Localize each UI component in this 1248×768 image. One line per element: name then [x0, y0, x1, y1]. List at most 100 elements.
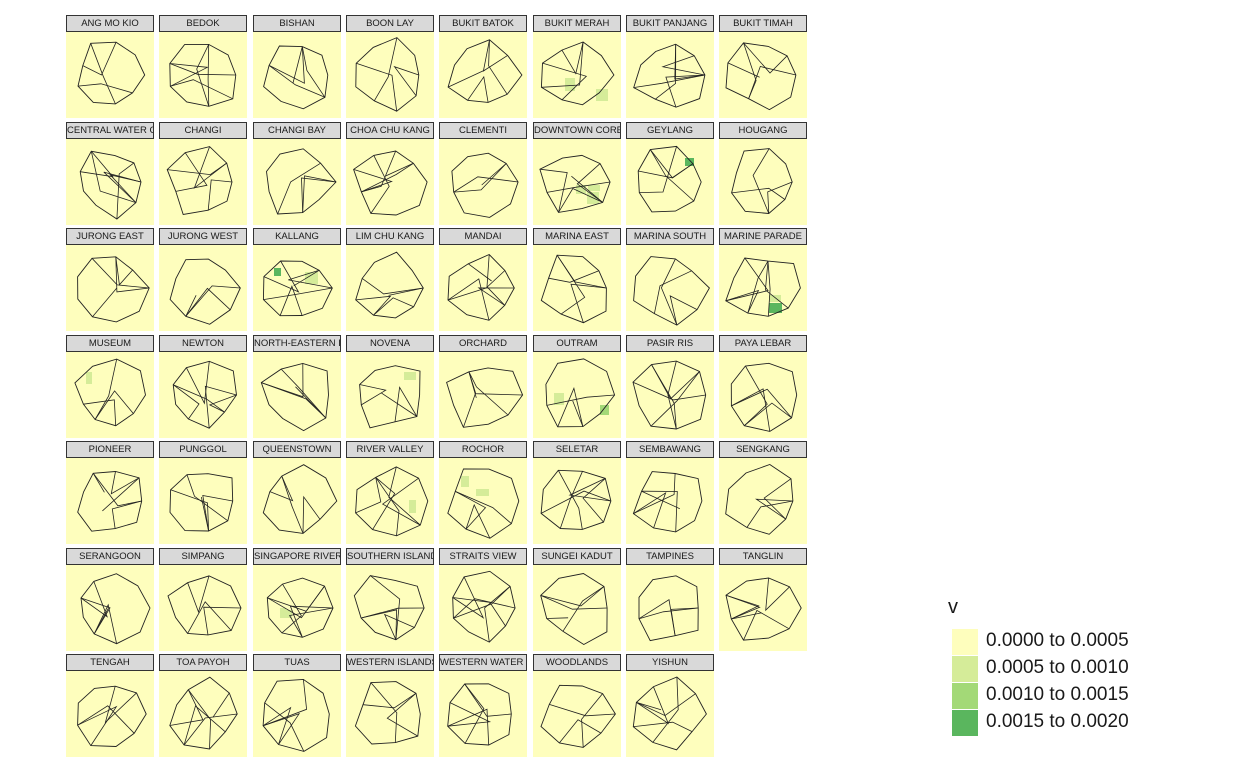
facet-map [533, 565, 621, 651]
facet-label: BEDOK [159, 15, 247, 32]
facet-label: MUSEUM [66, 335, 154, 352]
facet-map [346, 32, 434, 118]
facet-label: TUAS [253, 654, 341, 671]
facet-map [253, 245, 341, 331]
facet-label: WESTERN ISLANDS [346, 654, 434, 671]
facet-panel: HOUGANG [719, 122, 807, 225]
facet-panel: MARINA EAST [533, 228, 621, 331]
facet-label: QUEENSTOWN [253, 441, 341, 458]
facet-label-text: LIM CHU KANG [355, 231, 425, 242]
facet-map [159, 352, 247, 438]
facet-label-text: SEMBAWANG [638, 444, 702, 455]
facet-map [533, 458, 621, 544]
legend-swatch [952, 710, 978, 736]
facet-map [439, 352, 527, 438]
facet-label: NOVENA [346, 335, 434, 352]
facet-map [346, 565, 434, 651]
facet-label-text: JURONG EAST [76, 231, 144, 242]
facet-map [719, 245, 807, 331]
facet-map [253, 139, 341, 225]
facet-panel: OUTRAM [533, 335, 621, 438]
facet-label: TANGLIN [719, 548, 807, 565]
facet-label-text: BUKIT MERAH [544, 18, 610, 29]
facet-map [66, 139, 154, 225]
facet-panel: MUSEUM [66, 335, 154, 438]
facet-label: RIVER VALLEY [346, 441, 434, 458]
facet-label-text: YISHUN [652, 657, 688, 668]
facet-panel: QUEENSTOWN [253, 441, 341, 544]
facet-panel: PUNGGOL [159, 441, 247, 544]
legend-label: 0.0010 to 0.0015 [986, 684, 1129, 705]
facet-label-text: ORCHARD [458, 338, 508, 349]
facet-label-text: DOWNTOWN CORE [534, 125, 621, 136]
facet-label-text: MANDAI [464, 231, 502, 242]
facet-map [719, 32, 807, 118]
facet-label-text: PAYA LEBAR [734, 338, 792, 349]
facet-label-text: MARINE PARADE [724, 231, 802, 242]
facet-panel: DOWNTOWN CORE [533, 122, 621, 225]
facet-panel: CHANGI [159, 122, 247, 225]
facet-label: ORCHARD [439, 335, 527, 352]
facet-panel: BUKIT MERAH [533, 15, 621, 118]
legend-title: v [948, 596, 958, 618]
facet-label-text: CENTRAL WATER CATCHMENT [67, 125, 153, 136]
facet-panel: GEYLANG [626, 122, 714, 225]
facet-map [439, 32, 527, 118]
facet-map [533, 139, 621, 225]
legend-item: 0.0005 to 0.0010 [952, 656, 1192, 682]
facet-label-text: HOUGANG [738, 125, 788, 136]
facet-label-text: PASIR RIS [646, 338, 694, 349]
facet-label-text: PIONEER [88, 444, 132, 455]
facet-label-text: SINGAPORE RIVER [254, 551, 341, 562]
facet-label: BUKIT TIMAH [719, 15, 807, 32]
facet-label: HOUGANG [719, 122, 807, 139]
facet-map [159, 565, 247, 651]
legend-item: 0.0015 to 0.0020 [952, 710, 1192, 736]
facet-panel: TOA PAYOH [159, 654, 247, 757]
facet-map [626, 139, 714, 225]
facet-label-text: CHANGI BAY [268, 125, 326, 136]
facet-map [159, 139, 247, 225]
facet-panel: CHANGI BAY [253, 122, 341, 225]
facet-label: TOA PAYOH [159, 654, 247, 671]
legend-label: 0.0005 to 0.0010 [986, 657, 1129, 678]
facet-map [346, 139, 434, 225]
facet-map [719, 352, 807, 438]
facet-panel: KALLANG [253, 228, 341, 331]
facet-map [159, 32, 247, 118]
facet-label: WOODLANDS [533, 654, 621, 671]
facet-label-text: BUKIT BATOK [452, 18, 514, 29]
facet-panel: MANDAI [439, 228, 527, 331]
facet-label: YISHUN [626, 654, 714, 671]
facet-label-text: ANG MO KIO [81, 18, 139, 29]
facet-panel: ANG MO KIO [66, 15, 154, 118]
facet-panel: CHOA CHU KANG [346, 122, 434, 225]
facet-map [533, 352, 621, 438]
facet-label-text: WESTERN ISLANDS [347, 657, 434, 668]
facet-map [253, 671, 341, 757]
facet-label-text: TAMPINES [646, 551, 694, 562]
facet-label: JURONG WEST [159, 228, 247, 245]
facet-panel: BEDOK [159, 15, 247, 118]
facet-map [439, 565, 527, 651]
facet-panel: BISHAN [253, 15, 341, 118]
legend-label: 0.0015 to 0.0020 [986, 711, 1129, 732]
facet-label: MARINA SOUTH [626, 228, 714, 245]
facet-panel: PAYA LEBAR [719, 335, 807, 438]
facet-label-text: BEDOK [186, 18, 220, 29]
facet-label-text: TUAS [284, 657, 310, 668]
facet-label: PAYA LEBAR [719, 335, 807, 352]
facet-label: BISHAN [253, 15, 341, 32]
facet-panel: BUKIT BATOK [439, 15, 527, 118]
facet-label: CLEMENTI [439, 122, 527, 139]
facet-map [66, 32, 154, 118]
facet-panel: YISHUN [626, 654, 714, 757]
facet-label: NEWTON [159, 335, 247, 352]
facet-label: JURONG EAST [66, 228, 154, 245]
facet-panel: STRAITS VIEW [439, 548, 527, 651]
facet-label: NORTH-EASTERN ISLANDS [253, 335, 341, 352]
facet-label: SUNGEI KADUT [533, 548, 621, 565]
facet-label: SENGKANG [719, 441, 807, 458]
facet-label-text: NOVENA [369, 338, 411, 349]
facet-panel: WESTERN WATER CATCHMENT [439, 654, 527, 757]
